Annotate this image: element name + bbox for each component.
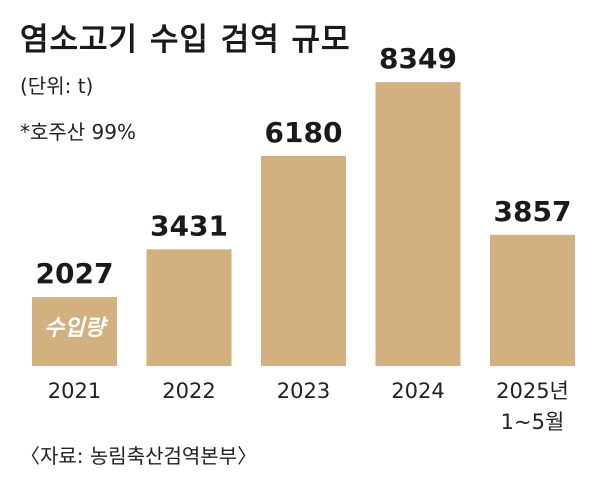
bar-1 bbox=[146, 249, 232, 366]
unit-label: (단위: t) bbox=[20, 74, 94, 98]
category-label-1: 2022 bbox=[162, 379, 215, 403]
value-label-2: 6180 bbox=[265, 116, 343, 149]
category-label-3: 2024 bbox=[391, 379, 444, 403]
chart-source: 〈자료: 농림축산검역본부〉 bbox=[20, 444, 258, 468]
bar-3 bbox=[375, 82, 461, 366]
bar-4 bbox=[490, 234, 575, 366]
bar-inner-label: 수입량 bbox=[44, 316, 108, 341]
category-label-0: 2021 bbox=[48, 379, 101, 403]
value-label-4: 3857 bbox=[494, 195, 572, 228]
chart-title: 염소고기 수입 검역 규모 bbox=[20, 22, 351, 58]
value-label-3: 8349 bbox=[379, 42, 457, 75]
value-label-0: 2027 bbox=[36, 257, 114, 290]
bar-2 bbox=[261, 155, 346, 366]
category-label-4-line-1: 1~5월 bbox=[501, 410, 565, 434]
category-label-4-line-0: 2025년 bbox=[496, 379, 569, 403]
chart-note: *호주산 99% bbox=[20, 120, 137, 144]
category-label-2: 2023 bbox=[277, 379, 330, 403]
value-label-1: 3431 bbox=[150, 209, 228, 242]
bar-0 bbox=[32, 297, 117, 366]
